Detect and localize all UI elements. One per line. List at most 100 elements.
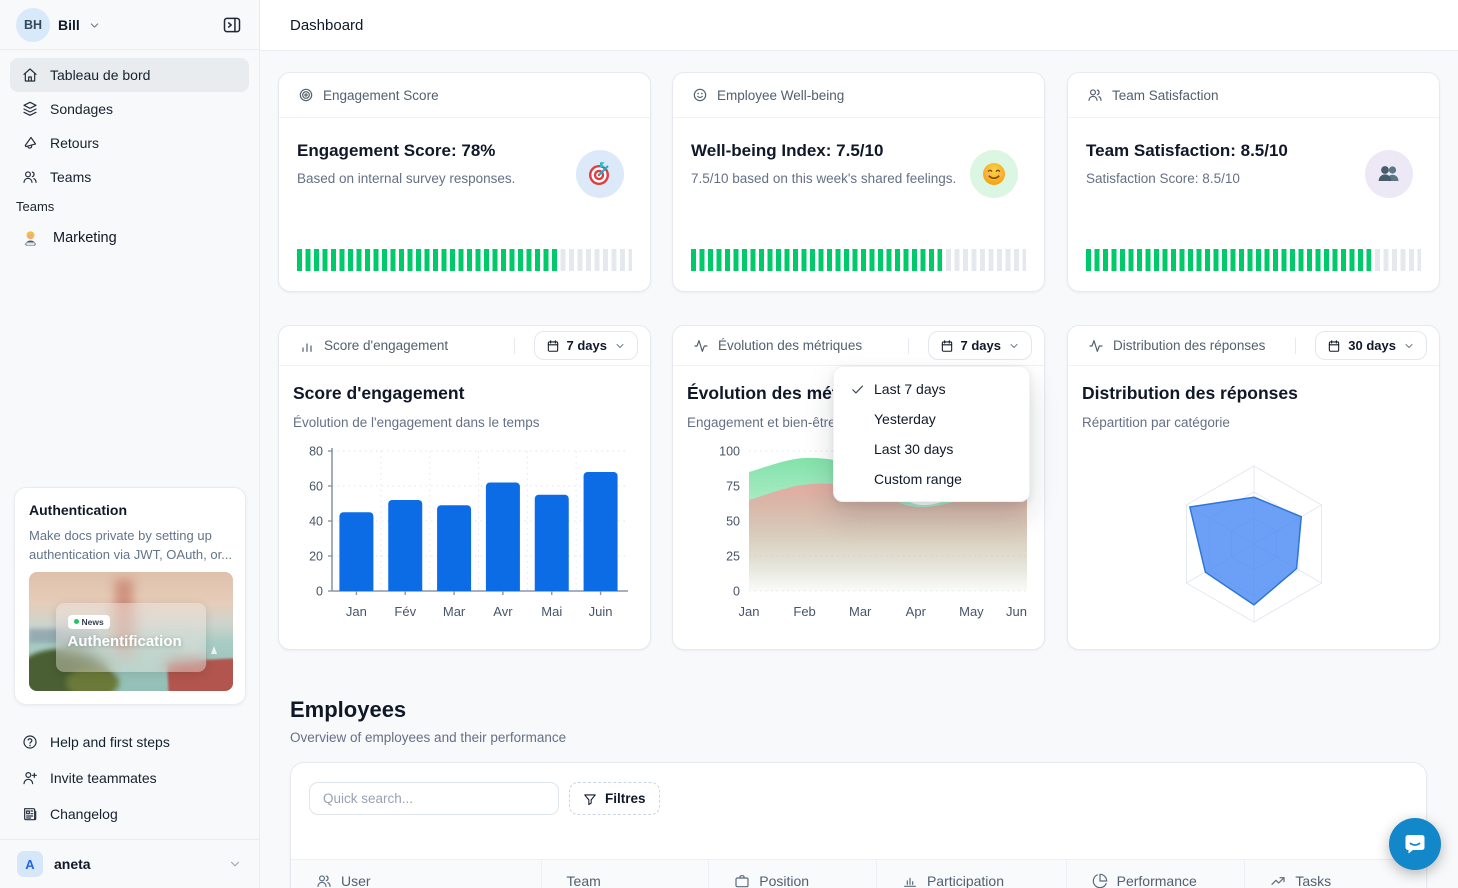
filters-button[interactable]: Filtres	[569, 782, 660, 815]
users-icon	[1088, 89, 1102, 101]
activity-icon	[1089, 339, 1103, 352]
promo-card-authentication[interactable]: Authentication Make docs private by sett…	[14, 487, 246, 705]
users-icon	[23, 171, 37, 183]
chevron-down-icon	[90, 23, 99, 28]
bar-chart-icon	[302, 342, 312, 352]
stat-title: Engagement Score: 78%	[297, 141, 496, 160]
sidebar-item-tableau-de-bord[interactable]: Tableau de bord	[10, 58, 249, 92]
account-switcher[interactable]: A aneta	[10, 846, 249, 882]
date-range-button[interactable]: 30 days	[1315, 331, 1427, 360]
megaphone-icon	[24, 136, 37, 149]
users-icon	[317, 874, 331, 887]
stat-title: Well-being Index: 7.5/10	[691, 141, 884, 160]
svg-text:100: 100	[719, 445, 740, 459]
chart-card-response-distribution: Distribution des réponses 30 days Distri…	[1067, 325, 1440, 650]
chevron-down-icon	[1405, 343, 1413, 348]
chart-title: Distribution des réponses	[1082, 383, 1298, 403]
progress-fill	[691, 249, 943, 271]
dart-target-emoji	[576, 150, 624, 198]
activity-icon	[694, 339, 708, 352]
svg-text:40: 40	[309, 515, 323, 529]
help-circle-icon	[23, 735, 37, 749]
column-header-label: Participation	[926, 872, 1004, 888]
chevron-down-icon	[230, 861, 240, 867]
search-input[interactable]	[309, 782, 559, 815]
promo-image: News Authentification	[29, 572, 233, 691]
date-range-button[interactable]: 7 days	[533, 331, 638, 360]
chart-card-header: Évolution des métriques 7 days	[673, 326, 1044, 366]
sidebar-item-sondages[interactable]: Sondages	[10, 92, 249, 126]
sidebar-item-label: Help and first steps	[50, 734, 170, 750]
header-divider	[513, 337, 515, 354]
chart-card-header: Score d'engagement 7 days	[279, 326, 650, 366]
menu-item-label: Yesterday	[874, 411, 936, 427]
svg-text:Jun: Jun	[1006, 604, 1027, 619]
stat-title: Team Satisfaction: 8.5/10	[1086, 141, 1288, 160]
progress-fill	[297, 249, 559, 271]
sidebar-item-retours[interactable]: Retours	[10, 126, 249, 160]
trending-up-icon	[1271, 876, 1285, 885]
column-header-label: Position	[759, 872, 810, 888]
filters-label: Filtres	[605, 791, 646, 806]
sidebar-item-teams[interactable]: Teams	[10, 160, 249, 194]
smiling-face-emoji	[970, 150, 1018, 198]
stat-card-header-label: Employee Well-being	[717, 87, 845, 103]
panel-collapse-icon	[223, 17, 241, 33]
employees-title: Employees	[290, 697, 407, 722]
menu-item-custom-range[interactable]: Custom range	[834, 464, 1029, 494]
column-header-label: Tasks	[1295, 872, 1332, 888]
stat-subtitle: Based on internal survey responses.	[297, 171, 516, 186]
chart-subtitle: Engagement et bien-être	[687, 415, 836, 430]
svg-text:Juin: Juin	[589, 604, 613, 619]
column-header-position: Position	[708, 860, 876, 888]
promo-image-overlay-card: News Authentification	[55, 602, 207, 672]
svg-text:Jan: Jan	[346, 604, 367, 619]
check-icon	[851, 385, 863, 393]
stat-card-satisfaction: Team Satisfaction Team Satisfaction: 8.5…	[1067, 72, 1440, 292]
menu-item-last-30-days[interactable]: Last 30 days	[834, 434, 1029, 464]
calendar-icon	[1329, 339, 1340, 352]
svg-text:75: 75	[726, 480, 740, 494]
workspace-switcher[interactable]: BH Bill	[0, 0, 259, 50]
column-header-tasks: Tasks	[1244, 860, 1426, 888]
sidebar-item-label: Retours	[50, 135, 100, 151]
svg-text:0: 0	[316, 585, 323, 599]
sidebar-footer-nav: Help and first steps Invite teammates Ch…	[10, 724, 249, 832]
date-range-menu: Last 7 days Yesterday Last 30 days Custo…	[833, 366, 1030, 502]
sidebar-item-label: Changelog	[50, 806, 118, 822]
sidebar-item-marketing[interactable]: Marketing	[10, 222, 249, 254]
column-header-team: Team	[540, 860, 709, 888]
technologist-emoji-icon	[24, 230, 37, 246]
svg-text:Avr: Avr	[493, 604, 513, 619]
metrics-area-chart: 0 25 50 75 100 Jan Feb Mar Apr May Jun	[719, 445, 1027, 619]
sidebar-item-changelog[interactable]: Changelog	[10, 796, 249, 832]
svg-text:May: May	[959, 604, 984, 619]
column-header-label: Performance	[1116, 872, 1197, 888]
teams-section-label: Teams	[16, 199, 55, 214]
svg-text:50: 50	[726, 515, 740, 529]
sidebar-nav: Tableau de bord Sondages Retours Teams	[10, 58, 249, 194]
filter-funnel-icon	[584, 793, 596, 805]
sidebar-item-help[interactable]: Help and first steps	[10, 724, 249, 760]
chevron-down-icon	[616, 343, 624, 348]
chart-card-header-label: Évolution des métriques	[718, 338, 863, 353]
menu-item-yesterday[interactable]: Yesterday	[834, 404, 1029, 434]
user-plus-icon	[23, 772, 37, 785]
column-header-user: User	[291, 860, 541, 888]
date-range-label: 7 days	[566, 338, 607, 353]
stat-card-header: Team Satisfaction	[1068, 73, 1439, 118]
employees-subtitle: Overview of employees and their performa…	[290, 730, 567, 745]
intercom-chat-button[interactable]	[1389, 818, 1441, 870]
stat-subtitle: 7.5/10 based on this week's shared feeli…	[691, 171, 957, 186]
sidebar-collapse-button[interactable]	[217, 10, 247, 40]
column-header-performance: Performance	[1065, 860, 1245, 888]
chart-subtitle: Répartition par catégorie	[1082, 415, 1230, 430]
date-range-button[interactable]: 7 days	[927, 331, 1032, 360]
page-title: Dashboard	[290, 17, 364, 34]
header-divider	[1295, 337, 1297, 354]
stat-card-header: Engagement Score	[279, 73, 650, 118]
date-range-label: 30 days	[1348, 338, 1396, 353]
sidebar-item-invite[interactable]: Invite teammates	[10, 760, 249, 796]
column-header-label: User	[341, 872, 371, 888]
menu-item-last-7-days[interactable]: Last 7 days	[834, 374, 1029, 404]
